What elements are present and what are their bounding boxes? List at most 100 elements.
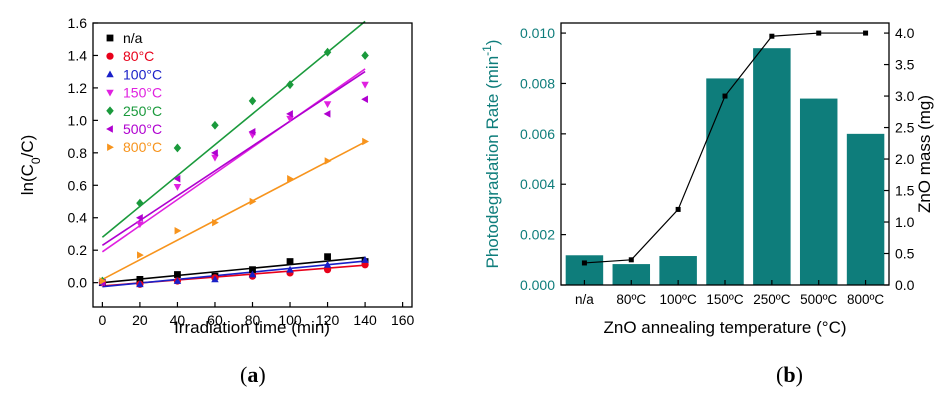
a-legend-marker [106,52,114,60]
b-y2-tick-label: 0.5 [895,246,915,262]
a-legend-label: 100°C [123,66,162,82]
a-x-tick-label: 40 [170,312,186,328]
a-x-tick-label: 80 [245,312,261,328]
a-data-point [324,157,332,165]
a-data-point [211,154,219,162]
a-fit-line [101,70,366,246]
a-legend-marker [107,143,114,151]
a-legend-label: 800°C [123,139,162,155]
a-legend-marker [106,89,114,97]
b-y-tick-label: 0.010 [520,25,555,41]
b-bar [612,264,651,285]
a-data-point [286,110,293,118]
b-y-axis-label: Photodegradation Rate (min-1) [480,40,502,269]
a-y-tick-label: 1.4 [68,47,88,63]
b-x-tick-label: 250ºC [753,292,790,307]
a-data-point [323,260,332,268]
a-data-point [136,214,143,222]
caption-b: (b) [776,362,803,387]
b-bar [706,78,744,285]
a-data-point [248,96,257,106]
b-y-tick-label: 0.008 [520,75,555,91]
b-y-tick-label: 0.000 [520,277,555,293]
a-data-point [173,175,181,183]
b-y-tick-label: 0.004 [520,176,555,192]
a-data-point [323,110,331,118]
b-x-tick-label: 100ºC [660,292,697,307]
b-y2-tick-label: 1.5 [895,183,915,199]
a-data-point [173,184,182,191]
panel-b: 0.000 0.002 0.004 0.006 0.008 0.010 0.0 0.5 1.0 1… [480,22,934,337]
b-plot-elements: 0.000 0.002 0.004 0.006 0.008 0.010 0.0 0.5 1.0 1… [520,25,915,307]
b-y-tick-label: 0.002 [520,227,555,243]
a-legend-marker [106,70,114,78]
caption-a: (a) [240,362,266,387]
a-x-tick-label: 120 [316,312,340,328]
a-data-point [212,218,219,227]
b-y2-tick-label: 2.5 [895,120,915,136]
a-legend-label: 80°C [123,48,154,64]
a-data-point [211,275,219,283]
a-fit-line [101,20,366,238]
b-y2-tick-label: 0.0 [895,277,915,293]
a-legend-label: 150°C [123,85,162,101]
a-data-point [248,127,256,136]
b-y-tick-label: 0.006 [520,126,555,142]
a-legend-marker [106,34,114,42]
a-data-point [323,47,332,57]
b-mass-point [581,260,587,266]
a-data-point [323,266,332,274]
a-x-tick-label: 140 [353,312,377,328]
a-y-tick-label: 1.2 [68,80,88,96]
b-y2-tick-label: 1.0 [895,214,915,230]
a-data-point [136,221,144,229]
a-data-point [249,266,256,274]
a-y-tick-label: 0.2 [68,242,88,258]
b-x-axis-label: ZnO annealing temperature (°C) [603,318,846,337]
b-y2-tick-label: 3.5 [895,57,915,73]
a-x-tick-label: 160 [391,312,415,328]
b-bar [753,48,791,285]
a-data-point [324,253,331,261]
b-mass-point [816,30,822,36]
a-data-point [137,251,144,259]
a-y-tick-label: 0.8 [68,145,88,161]
a-data-point [99,277,107,285]
a-data-point [361,256,369,263]
b-mass-point [863,30,869,36]
a-data-point [249,197,257,206]
a-plot-elements: 0 20 40 60 80 100 120 140 160 0.0 0.2 0.4 0.6 0.8 1.0 1… [68,15,415,328]
b-x-tick-label: 80ºC [616,292,646,307]
a-x-tick-label: 20 [132,312,148,328]
b-x-tick-label: 500ºC [800,292,837,307]
b-mass-point [722,93,728,99]
a-data-point [287,175,294,183]
a-legend-label: n/a [123,30,143,46]
a-y-tick-label: 1.0 [68,112,88,128]
a-x-tick-label: 60 [207,312,223,328]
panel-a: 0 20 40 60 80 100 120 140 160 0.0 0.2 0.4 0.6 0.8 1.0 1… [18,15,415,337]
b-x-tick-label: 800ºC [847,292,884,307]
a-data-point [136,280,144,288]
a-data-point [361,261,369,269]
b-y2-tick-label: 4.0 [895,25,915,41]
b-mass-point [769,33,775,39]
a-data-point [248,270,257,278]
b-bar [846,133,885,285]
a-plot-frame [92,22,413,308]
a-data-point [361,95,368,104]
b-y2-axis-label: ZnO mass (mg) [915,95,934,213]
a-fit-line [102,256,366,284]
a-data-point [173,277,182,284]
b-x-tick-label: n/a [575,292,594,307]
a-legend-marker [106,106,114,116]
a-fit-line [102,260,366,288]
a-y-tick-label: 1.6 [68,15,88,31]
a-x-axis-label: Irradiation time (min) [174,318,330,337]
a-legend-marker [106,125,113,133]
a-y-tick-label: 0.6 [68,177,88,193]
a-data-point [174,226,182,235]
a-data-point [211,120,219,130]
a-legend-label: 250°C [123,103,162,119]
